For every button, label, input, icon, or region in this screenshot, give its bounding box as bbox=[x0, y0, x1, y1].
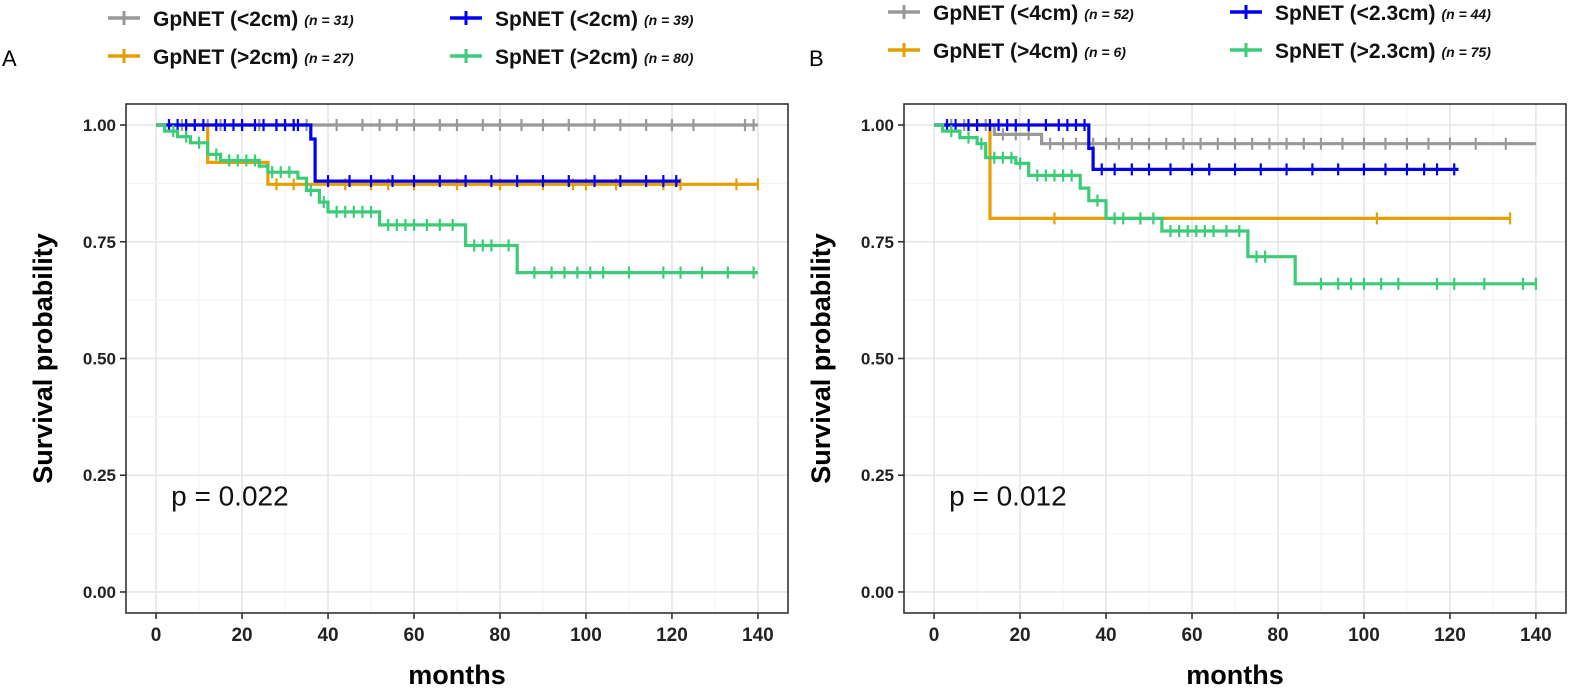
legend-label: SpNET (<2cm) bbox=[495, 8, 638, 31]
y-tick-label: 1.00 bbox=[861, 116, 894, 135]
legend-n: (n = 6) bbox=[1084, 44, 1126, 60]
legend-label: GpNET (>2cm) bbox=[153, 46, 298, 69]
y-axis-a: 0.00 0.25 0.50 0.75 1.00 bbox=[83, 116, 126, 602]
legend-b: GpNET (<4cm) (n = 52) GpNET (>4cm) (n = 6) S… bbox=[888, 2, 1491, 63]
legend-item: SpNET (>2.3cm) (n = 75) bbox=[1230, 40, 1491, 63]
series-spnet-2.3cm bbox=[934, 123, 1538, 290]
legend-label: SpNET (>2cm) bbox=[495, 46, 638, 69]
p-value-b: p = 0.012 bbox=[949, 481, 1067, 512]
x-tick-label: 20 bbox=[231, 625, 252, 646]
legend-label: SpNET (<2.3cm) bbox=[1275, 2, 1435, 25]
legend-item: SpNET (<2.3cm) (n = 44) bbox=[1230, 2, 1491, 25]
x-tick-label: 60 bbox=[403, 625, 424, 646]
x-tick-label: 40 bbox=[1095, 625, 1116, 646]
legend-n: (n = 75) bbox=[1441, 44, 1491, 60]
x-tick-label: 120 bbox=[656, 625, 688, 646]
legend-a: GpNET (<2cm) (n = 31) GpNET (>2cm) (n = 27)… bbox=[108, 8, 694, 69]
y-tick-label: 0.50 bbox=[861, 350, 894, 369]
legend-label: GpNET (>4cm) bbox=[933, 40, 1078, 63]
legend-label: SpNET (>2.3cm) bbox=[1275, 40, 1435, 63]
panel-a: A GpNET (<2cm) (n = 31) GpNET (>2cm) (n = 2… bbox=[2, 8, 789, 688]
legend-item: SpNET (<2cm) (n = 39) bbox=[450, 8, 694, 31]
legend-n: (n = 31) bbox=[304, 12, 354, 28]
legend-label: GpNET (<2cm) bbox=[153, 8, 298, 31]
x-tick-label: 20 bbox=[1009, 625, 1030, 646]
legend-item: GpNET (<2cm) (n = 31) bbox=[108, 8, 354, 31]
y-axis-title-b: Survival probability bbox=[806, 233, 836, 484]
curves-a bbox=[156, 119, 760, 279]
x-tick-label: 140 bbox=[742, 625, 774, 646]
x-tick-label: 60 bbox=[1181, 625, 1202, 646]
legend-n: (n = 80) bbox=[644, 50, 694, 66]
x-tick-label: 80 bbox=[489, 625, 510, 646]
x-tick-label: 0 bbox=[151, 625, 162, 646]
x-axis-title-a: months bbox=[408, 660, 506, 688]
legend-n: (n = 39) bbox=[644, 12, 694, 28]
panel-letter-b: B bbox=[809, 46, 824, 71]
y-axis-title-a: Survival probability bbox=[28, 233, 58, 484]
y-tick-label: 0.25 bbox=[861, 466, 894, 485]
legend-item: GpNET (>2cm) (n = 27) bbox=[108, 46, 354, 69]
x-axis-b: 0 20 40 60 80 100 120 140 bbox=[929, 613, 1552, 646]
x-tick-label: 0 bbox=[929, 625, 940, 646]
legend-label: GpNET (<4cm) bbox=[933, 2, 1078, 25]
survival-curve bbox=[934, 123, 1459, 171]
x-tick-label: 100 bbox=[570, 625, 602, 646]
y-tick-label: 0.00 bbox=[83, 583, 116, 602]
legend-n: (n = 52) bbox=[1084, 6, 1134, 22]
curves-b bbox=[934, 119, 1538, 290]
y-tick-label: 0.50 bbox=[83, 350, 116, 369]
x-tick-label: 40 bbox=[317, 625, 338, 646]
series-spnet-2.3cm bbox=[934, 119, 1459, 176]
series-spnet-2cm bbox=[156, 119, 681, 188]
panel-letter-a: A bbox=[2, 46, 17, 71]
series-spnet-2cm bbox=[156, 123, 758, 279]
x-axis-a: 0 20 40 60 80 100 120 140 bbox=[151, 613, 774, 646]
legend-item: GpNET (>4cm) (n = 6) bbox=[888, 40, 1126, 63]
legend-item: SpNET (>2cm) (n = 80) bbox=[450, 46, 694, 69]
y-tick-label: 0.25 bbox=[83, 466, 116, 485]
grid-a bbox=[126, 104, 788, 613]
x-tick-label: 80 bbox=[1267, 625, 1288, 646]
y-tick-label: 1.00 bbox=[83, 116, 116, 135]
legend-item: GpNET (<4cm) (n = 52) bbox=[888, 2, 1134, 25]
x-tick-label: 120 bbox=[1434, 625, 1466, 646]
panel-b: B GpNET (<4cm) (n = 52) GpNET (>4cm) (n = 6… bbox=[806, 2, 1567, 688]
x-axis-title-b: months bbox=[1186, 660, 1284, 688]
x-tick-label: 100 bbox=[1348, 625, 1380, 646]
y-tick-label: 0.75 bbox=[83, 233, 116, 252]
y-tick-label: 0.00 bbox=[861, 583, 894, 602]
x-tick-label: 140 bbox=[1520, 625, 1552, 646]
y-tick-label: 0.75 bbox=[861, 233, 894, 252]
legend-n: (n = 44) bbox=[1441, 6, 1491, 22]
p-value-a: p = 0.022 bbox=[171, 481, 289, 512]
y-axis-b: 0.00 0.25 0.50 0.75 1.00 bbox=[861, 116, 904, 602]
legend-n: (n = 27) bbox=[304, 50, 354, 66]
survival-curve bbox=[156, 123, 758, 275]
